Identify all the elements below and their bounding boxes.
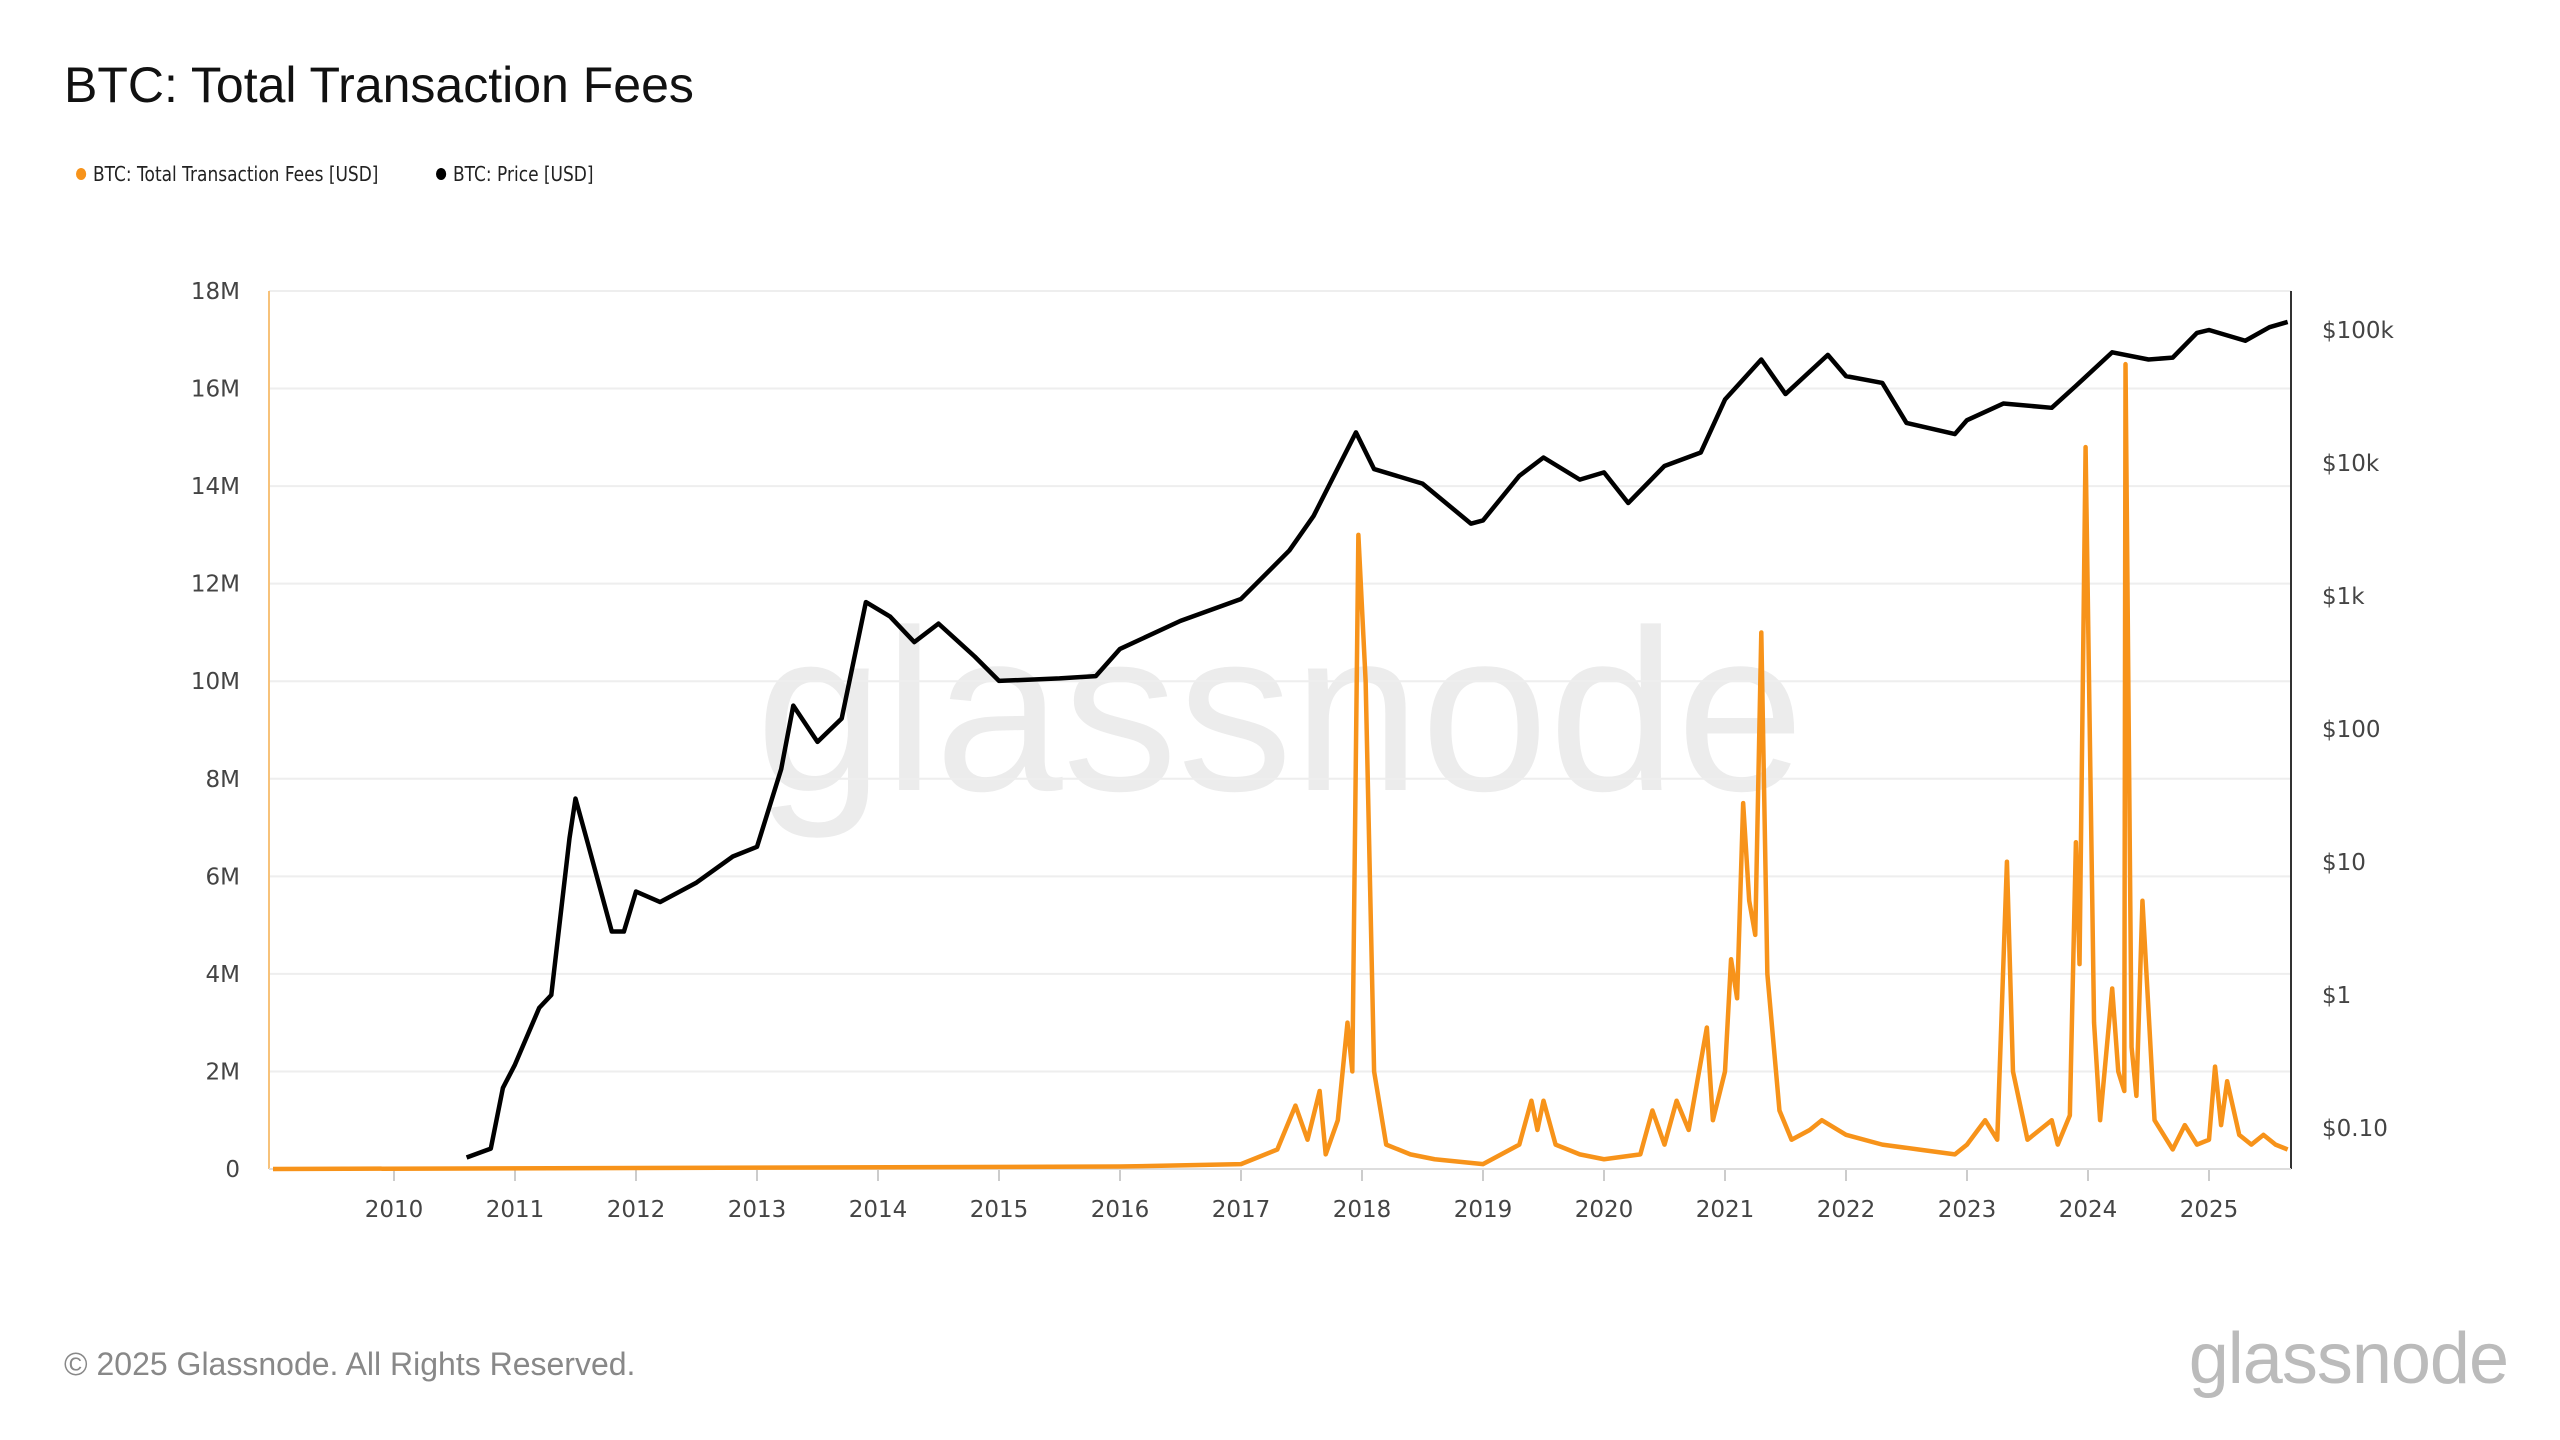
copyright: © 2025 Glassnode. All Rights Reserved. (64, 1346, 636, 1382)
x-tick-label: 2010 (365, 1197, 424, 1223)
y-left-tick-label: 8M (206, 767, 240, 793)
y-left-tick-label: 6M (206, 864, 240, 890)
x-tick-label: 2025 (2180, 1197, 2239, 1223)
x-tick-label: 2013 (728, 1197, 787, 1223)
y-right-tick-label: $10k (2322, 451, 2380, 477)
x-tick-label: 2019 (1454, 1197, 1513, 1223)
x-tick-label: 2012 (607, 1197, 666, 1223)
y-left-tick-label: 18M (191, 279, 240, 305)
x-tick-label: 2016 (1091, 1197, 1150, 1223)
price-dot-icon (436, 168, 447, 180)
x-tick-label: 2021 (1696, 1197, 1755, 1223)
fees-dot-icon (76, 168, 87, 180)
x-tick-label: 2024 (2059, 1197, 2118, 1223)
glassnode-logo: glassnode (2188, 1319, 2509, 1399)
y-left-tick-label: 4M (206, 962, 240, 988)
x-tick-label: 2014 (849, 1197, 908, 1223)
x-tick-label: 2020 (1575, 1197, 1634, 1223)
y-left-tick-label: 2M (206, 1059, 240, 1085)
chart-title: BTC: Total Transaction Fees (64, 57, 694, 113)
y-right-tick-label: $100 (2322, 717, 2381, 743)
x-tick-label: 2017 (1212, 1197, 1271, 1223)
x-tick-label: 2023 (1938, 1197, 1997, 1223)
x-tick-label: 2011 (486, 1197, 545, 1223)
price-line (465, 319, 2289, 1160)
y-left-tick-label: 12M (191, 572, 240, 598)
y-right-tick-label: $100k (2322, 318, 2395, 344)
y-right-tick-label: $10 (2322, 850, 2366, 876)
fees-line (272, 361, 2289, 1172)
y-right-tick-label: $0.10 (2322, 1116, 2388, 1142)
x-tick-label: 2018 (1333, 1197, 1392, 1223)
y-right-tick-label: $1k (2322, 584, 2365, 610)
x-tick-label: 2015 (970, 1197, 1029, 1223)
y-left-tick-label: 16M (191, 377, 240, 403)
x-tick-label: 2022 (1817, 1197, 1876, 1223)
legend-label: BTC: Price [USD] (453, 162, 594, 186)
y-left-tick-label: 0 (225, 1157, 240, 1183)
legend-label: BTC: Total Transaction Fees [USD] (93, 162, 379, 186)
watermark: glassnode (756, 582, 1805, 839)
y-right-tick-label: $1 (2322, 983, 2351, 1009)
legend-item-fees[interactable]: BTC: Total Transaction Fees [USD] (76, 162, 378, 186)
y-left-tick-label: 14M (191, 474, 240, 500)
legend-item-price[interactable]: BTC: Price [USD] (436, 162, 594, 186)
y-left-tick-label: 10M (191, 669, 240, 695)
